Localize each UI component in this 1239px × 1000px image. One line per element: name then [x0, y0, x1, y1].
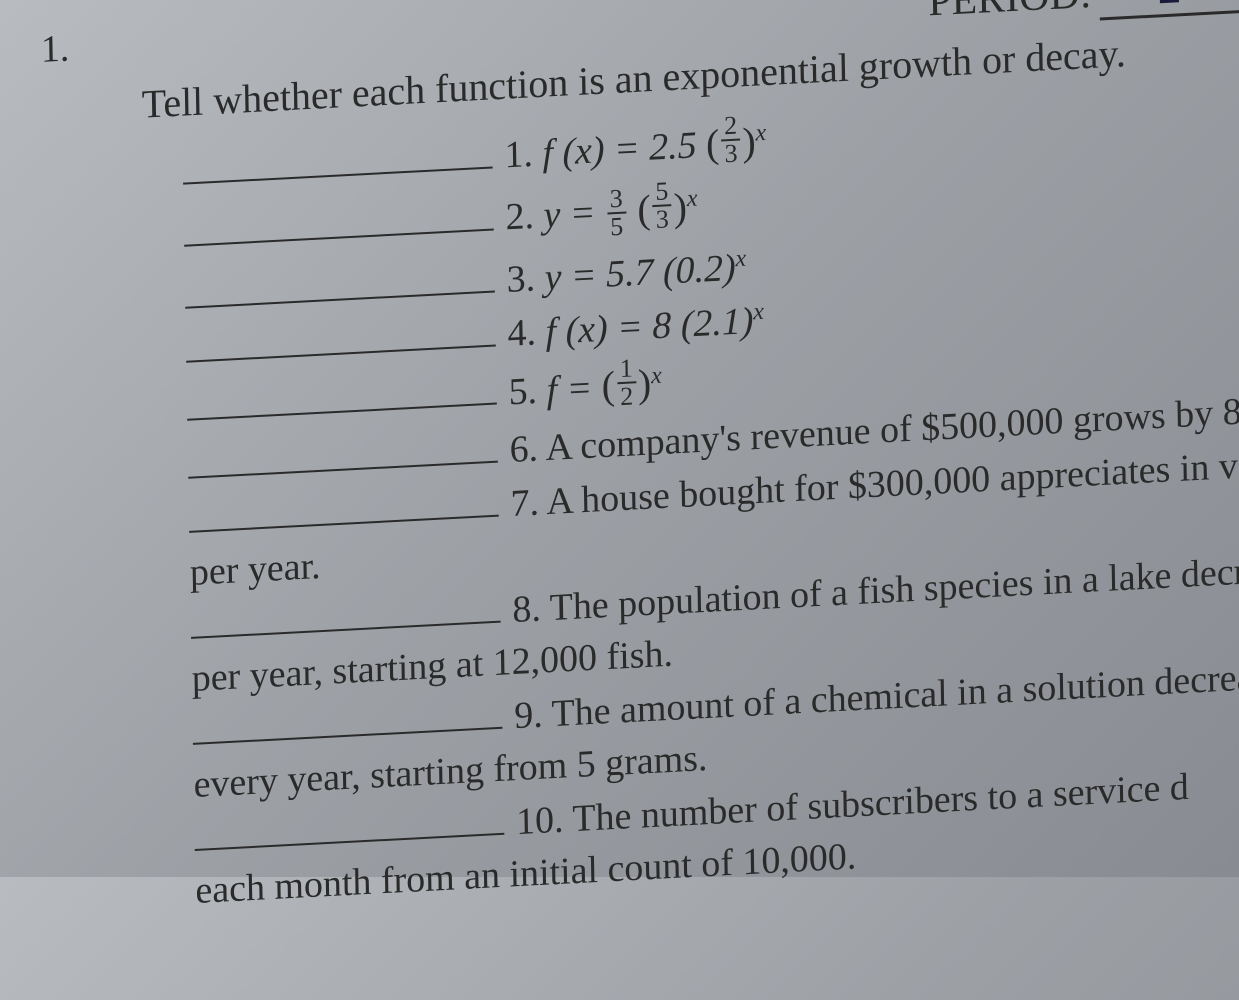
expr-prefix: f = — [546, 366, 602, 411]
exponent: x — [735, 245, 746, 272]
exponent: x — [753, 299, 764, 326]
frac-num: 5 — [652, 178, 671, 207]
answer-blank[interactable] — [186, 310, 496, 362]
answer-blank[interactable] — [189, 480, 499, 532]
question-number: 1. — [40, 26, 69, 72]
item-text: 3. y = 5.7 (0.2)x — [506, 245, 746, 302]
item-number: 8. — [512, 587, 541, 631]
frac-num: 1 — [616, 355, 635, 384]
answer-blank[interactable] — [184, 194, 494, 246]
worksheet-page: 1. PERIOD: 2 Tell whether each function … — [0, 0, 1239, 1000]
expr-plain: f (x) = 8 (2.1) — [545, 300, 754, 353]
paren-fraction: (23) — [706, 114, 757, 171]
item-number: 9. — [514, 693, 543, 737]
item-number: 10. — [516, 798, 564, 843]
frac-num: 2 — [721, 112, 740, 141]
answer-blank[interactable] — [194, 799, 504, 851]
item-number: 2. — [505, 195, 534, 239]
answer-blank[interactable] — [192, 692, 502, 744]
expr-plain: y = 5.7 (0.2) — [544, 247, 736, 299]
answer-blank[interactable] — [190, 586, 500, 638]
frac-den: 2 — [617, 383, 636, 410]
answer-blank[interactable] — [185, 256, 495, 308]
frac-num: 3 — [606, 185, 625, 214]
paren-fraction: (53) — [637, 179, 688, 236]
paren-fraction: (12) — [601, 356, 652, 413]
period-value-line: 2 — [1099, 0, 1239, 20]
exponent: x — [687, 186, 698, 213]
answer-blank[interactable] — [183, 132, 493, 184]
expr-prefix: f (x) = 2.5 — [542, 124, 706, 175]
exponent: x — [755, 120, 766, 147]
item-number: 7. — [510, 481, 539, 525]
item-text: 4. f (x) = 8 (2.1)x — [507, 298, 764, 355]
expr-prefix: y = — [543, 191, 605, 236]
item-text: 1. f (x) = 2.5 (23)x — [504, 113, 767, 181]
frac-den: 3 — [653, 206, 672, 233]
answer-blank[interactable] — [188, 426, 498, 478]
period-label: PERIOD: — [928, 0, 1092, 26]
item-text: 2. y = 35 (53)x — [505, 179, 698, 248]
answer-blank[interactable] — [187, 369, 497, 421]
period-value: 2 — [1157, 0, 1181, 13]
frac-den: 3 — [721, 140, 740, 167]
lead-fraction: 35 — [606, 185, 626, 240]
frac-den: 5 — [607, 213, 626, 240]
exponent: x — [651, 362, 662, 389]
item-number: 1. — [504, 133, 533, 177]
item-number: 5. — [508, 370, 537, 414]
item-number: 6. — [509, 427, 538, 471]
item-number: 3. — [506, 257, 535, 301]
item-text: 5. f = (12)x — [508, 356, 662, 418]
item-number: 4. — [507, 311, 536, 355]
